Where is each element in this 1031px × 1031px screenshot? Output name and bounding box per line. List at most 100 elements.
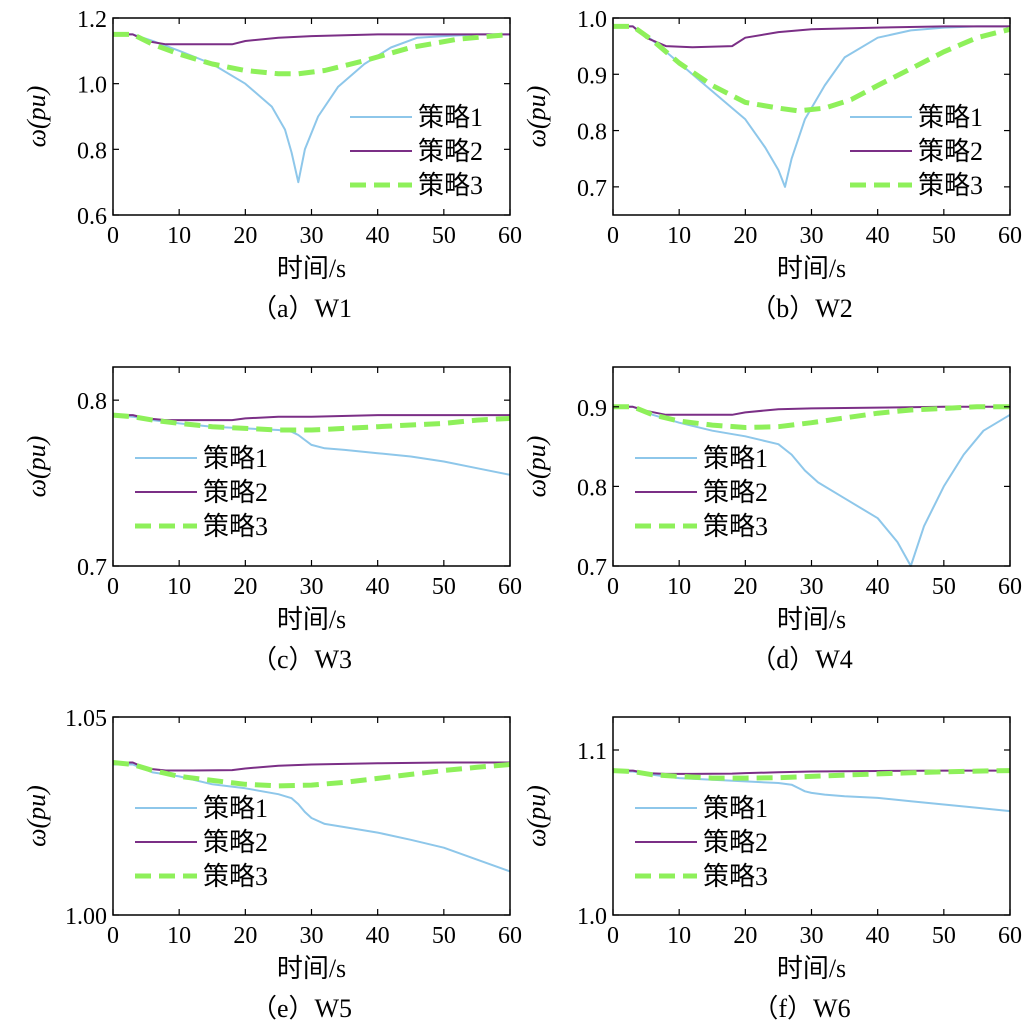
series-line-1 bbox=[613, 405, 1011, 567]
y-tick-label: 1.05 bbox=[65, 706, 107, 732]
y-axis-label: ω(pu) bbox=[22, 86, 51, 148]
y-tick-label: 0.7 bbox=[77, 555, 107, 581]
x-tick-label: 30 bbox=[300, 574, 324, 600]
x-tick-label: 50 bbox=[432, 574, 456, 600]
y-tick-label: 0.7 bbox=[577, 176, 607, 202]
chart-panel-4: 0 10 20 30 40 50 60 0.7 0.8 0.9 时间/s ω(pu) （d）W4 策略1 策… bbox=[522, 366, 1022, 674]
x-tick-label: 60 bbox=[498, 574, 522, 600]
legend-label-3: 策略3 bbox=[203, 512, 268, 541]
x-tick-label: 10 bbox=[167, 574, 191, 600]
y-tick-label: 1.0 bbox=[577, 904, 607, 930]
series-line-3 bbox=[613, 404, 1010, 430]
x-tick-label: 10 bbox=[167, 923, 191, 949]
y-axis-label: ω(pu) bbox=[522, 436, 551, 498]
series-line-3 bbox=[613, 23, 1011, 114]
x-tick-label: 60 bbox=[498, 223, 522, 249]
plot-frame bbox=[112, 366, 511, 567]
x-tick-label: 40 bbox=[866, 923, 890, 949]
chart-panel-3: 0 10 20 30 40 50 60 0.7 0.8 时间/s ω(pu) （c）W3 策略1 策略2 策… bbox=[22, 366, 522, 674]
x-tick-label: 60 bbox=[998, 923, 1022, 949]
x-tick-label: 50 bbox=[932, 923, 956, 949]
series-line-2 bbox=[113, 414, 510, 422]
x-tick-label: 0 bbox=[607, 223, 619, 249]
x-tick-label: 10 bbox=[667, 223, 691, 249]
x-axis-label: 时间/s bbox=[277, 954, 346, 983]
legend-label-3: 策略3 bbox=[918, 171, 983, 200]
series-line-3 bbox=[612, 768, 1011, 781]
panel-caption: （f）W6 bbox=[752, 994, 850, 1023]
x-axis-label: 时间/s bbox=[277, 605, 346, 634]
x-tick-label: 30 bbox=[800, 923, 824, 949]
panel-caption: （c）W3 bbox=[251, 645, 352, 674]
y-tick-label: 0.8 bbox=[577, 475, 607, 501]
y-axis-label: ω(pu) bbox=[522, 785, 551, 847]
panel-caption: （b）W2 bbox=[750, 294, 853, 323]
x-axis-label: 时间/s bbox=[777, 254, 846, 283]
y-axis-label: ω(pu) bbox=[522, 86, 551, 148]
y-tick-label: 0.9 bbox=[577, 396, 607, 422]
legend-label-2: 策略2 bbox=[203, 478, 268, 507]
plot-frame bbox=[612, 716, 1011, 916]
y-tick-label: 1.2 bbox=[77, 7, 107, 33]
x-tick-label: 50 bbox=[932, 223, 956, 249]
x-tick-label: 50 bbox=[432, 223, 456, 249]
y-axis-label: ω(pu) bbox=[22, 436, 51, 498]
legend-label-2: 策略2 bbox=[703, 828, 768, 857]
legend-label-2: 策略2 bbox=[418, 137, 483, 166]
x-axis-label: 时间/s bbox=[777, 954, 846, 983]
plot-frame bbox=[612, 366, 1011, 567]
chart-panel-6: 0 10 20 30 40 50 60 1.0 1.1 时间/s ω(pu) （f）W6 策略1 策略2 策… bbox=[522, 716, 1022, 1023]
x-tick-label: 0 bbox=[607, 574, 619, 600]
series-line-1 bbox=[113, 33, 510, 184]
legend-label-1: 策略1 bbox=[203, 444, 268, 473]
legend-label-3: 策略3 bbox=[703, 862, 768, 891]
x-tick-label: 40 bbox=[866, 223, 890, 249]
legend-label-1: 策略1 bbox=[918, 103, 983, 132]
x-tick-label: 30 bbox=[300, 223, 324, 249]
panel-caption: （d）W4 bbox=[750, 645, 853, 674]
y-tick-label: 0.6 bbox=[77, 204, 107, 230]
x-tick-label: 20 bbox=[233, 923, 257, 949]
legend-label-3: 策略3 bbox=[703, 512, 768, 541]
x-tick-label: 60 bbox=[998, 574, 1022, 600]
y-tick-label: 0.7 bbox=[577, 555, 607, 581]
legend-label-1: 策略1 bbox=[418, 103, 483, 132]
x-tick-label: 30 bbox=[800, 223, 824, 249]
x-tick-label: 20 bbox=[233, 223, 257, 249]
legend-label-3: 策略3 bbox=[418, 171, 483, 200]
x-axis-label: 时间/s bbox=[277, 254, 346, 283]
panel-caption: （e）W5 bbox=[251, 994, 352, 1023]
x-tick-label: 60 bbox=[498, 923, 522, 949]
series-line-1 bbox=[113, 763, 511, 873]
x-tick-label: 0 bbox=[107, 923, 119, 949]
legend-label-2: 策略2 bbox=[703, 478, 768, 507]
x-tick-label: 20 bbox=[733, 223, 757, 249]
x-tick-label: 0 bbox=[607, 923, 619, 949]
chart-panel-5: 0 10 20 30 40 50 60 1.00 1.05 时间/s ω(pu) （e）W5 策略1 策略… bbox=[22, 706, 522, 1023]
legend-label-1: 策略1 bbox=[703, 794, 768, 823]
chart-panel-2: 0 10 20 30 40 50 60 0.7 0.8 0.9 1.0 时间/s ω(pu) （b）W2 策… bbox=[522, 7, 1022, 323]
y-axis-label: ω(pu) bbox=[22, 785, 51, 847]
x-tick-label: 40 bbox=[366, 574, 390, 600]
panel-caption: （a）W1 bbox=[251, 294, 352, 323]
x-tick-label: 30 bbox=[300, 923, 324, 949]
series-line-3 bbox=[112, 760, 511, 789]
series-line-3 bbox=[112, 412, 511, 433]
legend-label-2: 策略2 bbox=[918, 137, 983, 166]
x-tick-label: 30 bbox=[800, 574, 824, 600]
y-tick-label: 0.8 bbox=[77, 389, 107, 415]
x-tick-label: 10 bbox=[667, 923, 691, 949]
y-tick-label: 1.0 bbox=[577, 7, 607, 33]
y-tick-label: 0.9 bbox=[577, 63, 607, 89]
y-tick-label: 1.1 bbox=[577, 739, 607, 765]
plot-frame bbox=[112, 716, 511, 916]
legend-label-1: 策略1 bbox=[203, 794, 268, 823]
chart-panel-1: 0 10 20 30 40 50 60 0.6 0.8 1.0 1.2 时间/s ω(pu) （a）W1 策… bbox=[22, 7, 522, 323]
x-tick-label: 50 bbox=[932, 574, 956, 600]
y-tick-label: 0.8 bbox=[77, 138, 107, 164]
x-axis-label: 时间/s bbox=[777, 605, 846, 634]
y-tick-label: 0.8 bbox=[577, 120, 607, 146]
legend-label-1: 策略1 bbox=[703, 444, 768, 473]
x-tick-label: 50 bbox=[432, 923, 456, 949]
